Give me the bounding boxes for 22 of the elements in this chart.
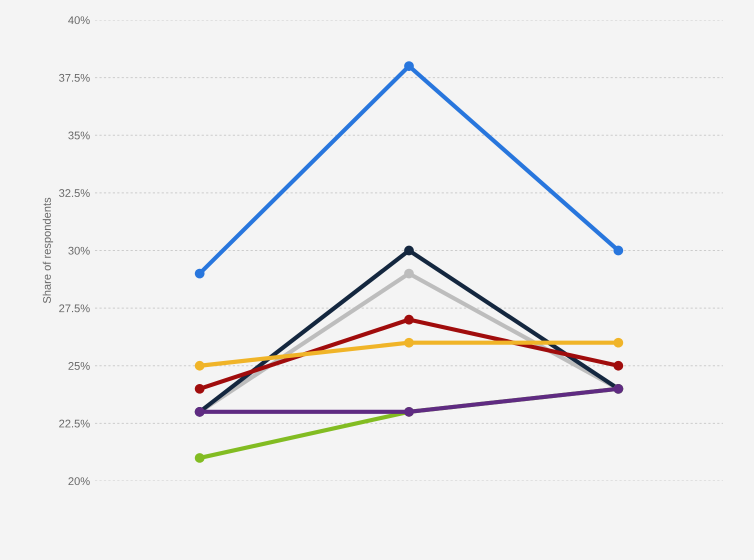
point	[404, 61, 414, 71]
point	[194, 453, 205, 463]
y-tick-label: 30%	[68, 246, 90, 255]
y-tick-label: 40%	[68, 16, 90, 24]
y-tick-label: 32.5%	[59, 189, 90, 198]
point	[613, 360, 624, 371]
y-axis-title: Share of respondents	[42, 198, 54, 304]
point	[404, 338, 414, 348]
y-tick-label: 27.5%	[59, 304, 90, 312]
point	[194, 384, 205, 394]
point	[194, 268, 205, 278]
point	[404, 246, 414, 256]
point	[194, 360, 205, 371]
point	[404, 268, 414, 278]
y-tick-label: 37.5%	[59, 74, 90, 82]
y-tick-label: 35%	[68, 132, 90, 140]
point	[613, 246, 624, 256]
y-tick-label: 25%	[68, 362, 90, 370]
y-tick-label: 22.5%	[59, 420, 90, 428]
point	[404, 314, 414, 325]
y-tick-label: 20%	[68, 477, 90, 486]
point	[613, 338, 624, 348]
